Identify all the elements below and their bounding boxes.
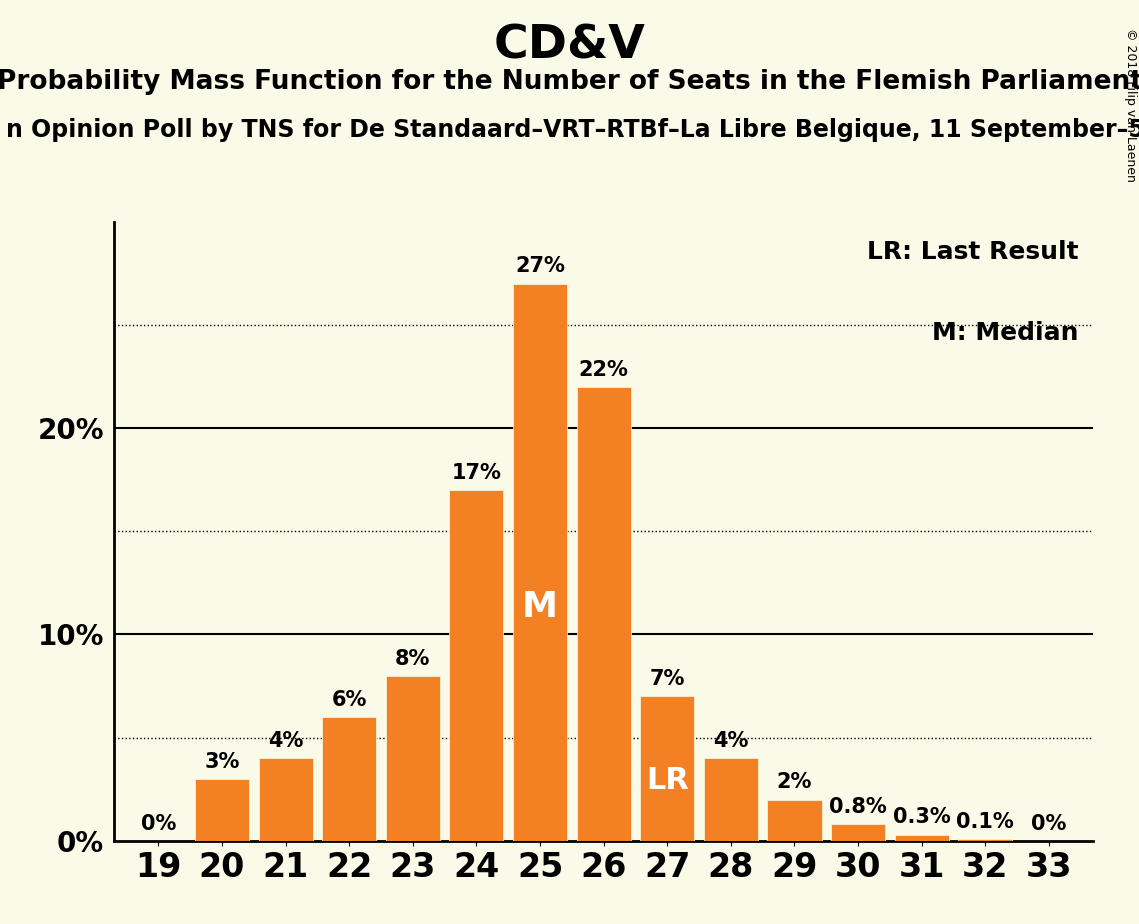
Bar: [576, 387, 631, 841]
Bar: [831, 824, 885, 841]
Bar: [322, 717, 376, 841]
Text: 2%: 2%: [777, 772, 812, 793]
Bar: [768, 799, 821, 841]
Text: 17%: 17%: [451, 463, 501, 483]
Bar: [704, 759, 757, 841]
Bar: [640, 697, 695, 841]
Text: 27%: 27%: [515, 257, 565, 276]
Text: 7%: 7%: [649, 669, 685, 689]
Text: 6%: 6%: [331, 690, 367, 710]
Bar: [195, 779, 249, 841]
Text: M: M: [522, 590, 558, 624]
Text: 8%: 8%: [395, 649, 431, 669]
Bar: [450, 490, 503, 841]
Text: n Opinion Poll by TNS for De Standaard–VRT–RTBf–La Libre Belgique, 11 September–: n Opinion Poll by TNS for De Standaard–V…: [6, 118, 1139, 142]
Text: 22%: 22%: [579, 359, 629, 380]
Bar: [958, 839, 1013, 841]
Text: LR: LR: [646, 766, 689, 795]
Bar: [259, 759, 313, 841]
Text: 0.8%: 0.8%: [829, 797, 887, 817]
Text: © 2018 Filip van Laenen: © 2018 Filip van Laenen: [1124, 28, 1137, 182]
Bar: [513, 284, 567, 841]
Bar: [386, 675, 440, 841]
Text: M: Median: M: Median: [932, 321, 1079, 345]
Text: 3%: 3%: [204, 752, 239, 772]
Text: 4%: 4%: [268, 731, 303, 751]
Text: Probability Mass Function for the Number of Seats in the Flemish Parliament: Probability Mass Function for the Number…: [0, 69, 1139, 95]
Text: 0%: 0%: [1031, 814, 1066, 833]
Text: 0%: 0%: [141, 814, 177, 833]
Text: 4%: 4%: [713, 731, 748, 751]
Text: 0.3%: 0.3%: [893, 808, 951, 827]
Text: CD&V: CD&V: [493, 23, 646, 68]
Text: LR: Last Result: LR: Last Result: [867, 240, 1079, 264]
Bar: [894, 834, 949, 841]
Text: 0.1%: 0.1%: [957, 811, 1014, 832]
